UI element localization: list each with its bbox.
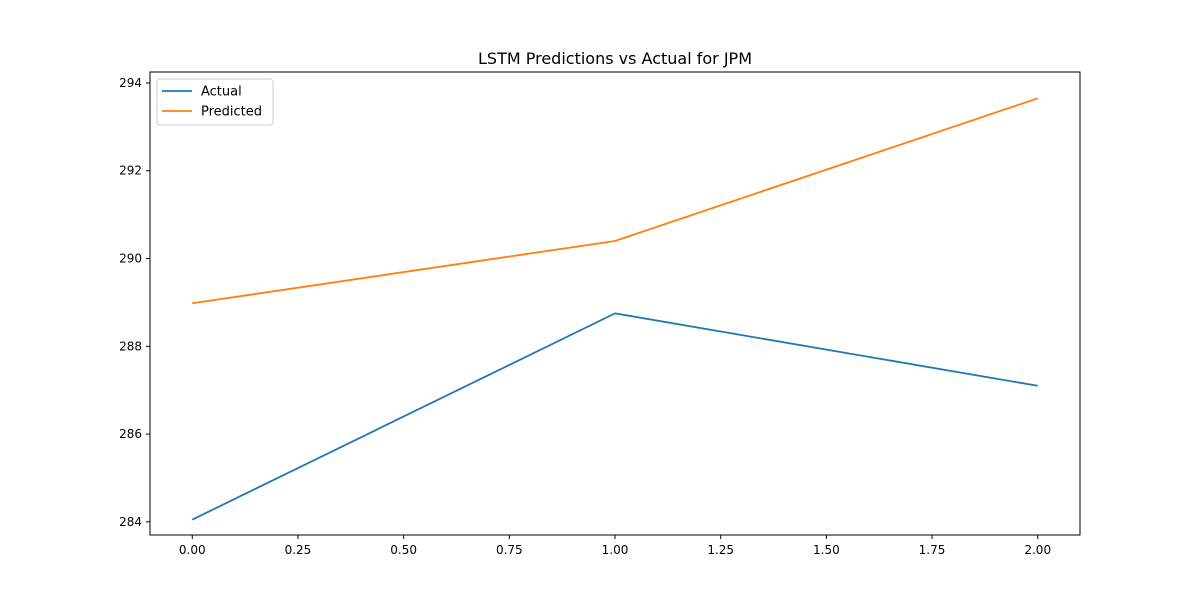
x-axis: 0.00 0.25 0.50 0.75 1.00 1.25 1.50 1.75 2.00: [179, 535, 1051, 557]
x-tick-label: 1.50: [813, 543, 840, 557]
y-tick-label: 288: [119, 339, 142, 353]
axes-frame: [149, 71, 1081, 536]
x-tick-label: 0.75: [496, 543, 523, 557]
y-tick-label: 290: [119, 252, 142, 266]
x-tick-label: 1.25: [707, 543, 734, 557]
series-line-actual: [191, 312, 1038, 521]
x-tick-label: 1.00: [602, 543, 629, 557]
plot-area: [149, 71, 1081, 536]
y-tick-label: 292: [119, 164, 142, 178]
series-line-predicted: [192, 97, 1039, 305]
y-tick-label: 284: [119, 515, 142, 529]
legend: Actual Predicted: [156, 78, 274, 126]
y-tick-label: 294: [119, 76, 142, 90]
x-tick-label: 0.00: [179, 543, 206, 557]
x-tick-label: 0.50: [390, 543, 417, 557]
x-tick-label: 0.25: [285, 543, 312, 557]
y-tick-label: 286: [119, 427, 142, 441]
chart-title: LSTM Predictions vs Actual for JPM: [478, 49, 752, 68]
series-layer: [191, 97, 1039, 521]
x-tick-label: 2.00: [1024, 543, 1051, 557]
legend-label-predicted: Predicted: [201, 105, 262, 120]
x-tick-label: 1.75: [919, 543, 946, 557]
y-axis: 284 286 288 290 292 294: [119, 76, 150, 529]
legend-label-actual: Actual: [201, 85, 242, 100]
